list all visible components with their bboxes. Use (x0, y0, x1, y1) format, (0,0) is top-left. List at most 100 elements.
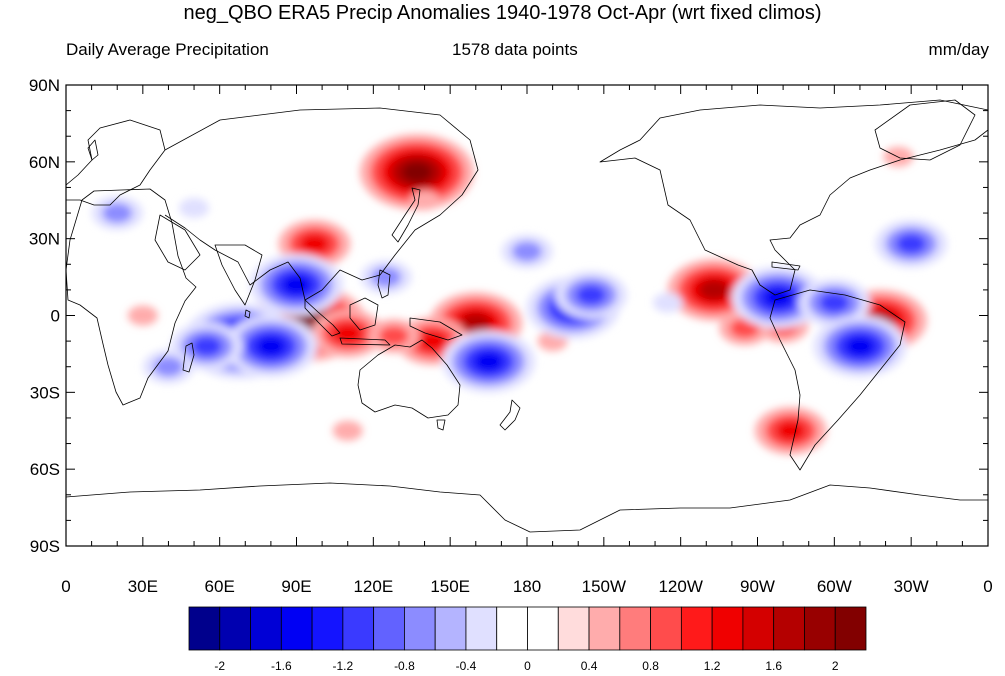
colorbar-label: 2 (832, 659, 839, 673)
anomaly-27-level-4 (844, 336, 875, 357)
coastline-tasmania (436, 419, 446, 431)
coastline-srilanka (244, 309, 251, 319)
coastline-japan (391, 187, 421, 243)
coastline-arabia (154, 214, 201, 271)
coastline-philippines (377, 269, 391, 299)
anomaly-24-level-2 (371, 267, 402, 288)
anomaly-21-level-3 (576, 285, 607, 306)
lon-label: 60E (205, 577, 235, 596)
coastline-antarctica (66, 482, 988, 533)
lon-label: 90W (740, 577, 775, 596)
colorbar-label: -0.4 (456, 659, 477, 673)
colorbar-box (680, 606, 713, 651)
lon-label: 150E (430, 577, 470, 596)
anomaly-3-level-4 (460, 313, 491, 334)
anomaly-4-level-3 (417, 331, 448, 352)
anomaly-33-level-2 (153, 356, 184, 377)
coastline-borneo (349, 297, 379, 331)
colorbar-box (773, 606, 805, 651)
colorbar-box (404, 606, 436, 651)
anomaly-8-level-3 (299, 233, 330, 254)
colorbar: -2 -1.6 -1.2 -0.8 -0.4 0 0.4 0.8 1.2 1.6 2 (188, 606, 867, 673)
anomaly-0-level-5 (401, 162, 432, 183)
coastline-australia (357, 339, 461, 419)
axis-ticks (65, 84, 989, 547)
coastline-cuba (771, 261, 801, 271)
anomaly-31-level-1 (179, 197, 210, 218)
colorbar-label: 0 (524, 659, 531, 673)
lat-label: 60N (29, 153, 60, 172)
coastline-uk (87, 139, 99, 161)
coastlines (66, 99, 988, 533)
coastline-madagascar (182, 342, 195, 373)
coastline-greenland (874, 99, 976, 161)
lon-label: 0 (983, 577, 992, 596)
colorbar-box (804, 606, 836, 651)
coastline-south-america (769, 289, 906, 471)
coastline-java (339, 337, 391, 346)
colorbar-label: -1.6 (271, 659, 292, 673)
center-string: 1578 data points (452, 40, 578, 59)
lon-label: 90E (281, 577, 311, 596)
anomaly-13-level-1 (409, 190, 440, 211)
lon-label: 180 (513, 577, 541, 596)
colorbar-box (588, 606, 621, 651)
colorbar-label: -0.8 (394, 659, 415, 673)
colorbar-box (557, 606, 590, 651)
longitude-labels: 0 30E 60E 90E 120E 150E 180 150W 120W 90W 60W 30W 0 (61, 577, 992, 596)
lat-label: 0 (51, 307, 60, 326)
colorbar-box (834, 606, 867, 651)
lon-label: 0 (61, 577, 70, 596)
coastline-asia (164, 107, 479, 301)
colorbar-box (465, 606, 498, 651)
units-label: mm/day (928, 40, 989, 59)
colorbar-box (527, 606, 559, 651)
colorbar-label: 0.8 (642, 659, 659, 673)
colorbar-box (311, 606, 344, 651)
anomaly-18-level-4 (255, 336, 286, 357)
lon-label: 30E (128, 577, 158, 596)
colorbar-box (373, 606, 405, 651)
map-panel: 90N 60N 30N 0 30S 60S 90S 0 30E 60E 90E 120E 150E 18… (29, 76, 993, 596)
coastline-north-america (599, 99, 988, 296)
colorbar-label: 0.4 (581, 659, 598, 673)
anomaly-7-level-3 (775, 420, 806, 441)
anomaly-29-level-2 (102, 203, 133, 224)
coastline-newzealand (499, 399, 521, 431)
colorbar-label: -2 (214, 659, 225, 673)
colorbar-box (250, 606, 282, 651)
lat-label: 30S (30, 383, 60, 402)
anomaly-23-level-4 (281, 274, 312, 295)
colorbar-label: -1.2 (333, 659, 354, 673)
anomaly-28-level-3 (896, 233, 927, 254)
lon-label: 30W (894, 577, 929, 596)
colorbar-label: 1.6 (765, 659, 782, 673)
lat-label: 60S (30, 460, 60, 479)
anomaly-19-level-3 (191, 336, 222, 357)
coastline-newguinea (409, 317, 463, 341)
lon-label: 120E (353, 577, 393, 596)
left-string: Daily Average Precipitation (66, 40, 269, 59)
colorbar-box (434, 606, 467, 651)
colorbar-label: 1.2 (704, 659, 721, 673)
colorbar-box (496, 606, 528, 651)
latitude-labels: 90N 60N 30N 0 30S 60S 90S (29, 76, 60, 556)
anomaly-22-level-4 (473, 351, 504, 372)
anomaly-32-level-1 (652, 292, 683, 313)
colorbar-labels: -2 -1.6 -1.2 -0.8 -0.4 0 0.4 0.8 1.2 1.6 2 (214, 659, 838, 673)
colorbar-box (742, 606, 775, 651)
colorbar-boxes (188, 606, 867, 651)
anomaly-16-level-1 (332, 420, 363, 441)
lon-label: 150W (582, 577, 626, 596)
anomaly-2-level-3 (332, 323, 363, 344)
colorbar-box (188, 606, 221, 651)
anomaly-9-level-2 (378, 325, 409, 346)
colorbar-box (711, 606, 744, 651)
anomaly-25-level-4 (762, 287, 793, 308)
lat-label: 30N (29, 230, 60, 249)
anomaly-5-level-4 (698, 279, 729, 300)
colorbar-box (280, 606, 313, 651)
lon-label: 60W (817, 577, 852, 596)
coastline-india (214, 244, 263, 306)
